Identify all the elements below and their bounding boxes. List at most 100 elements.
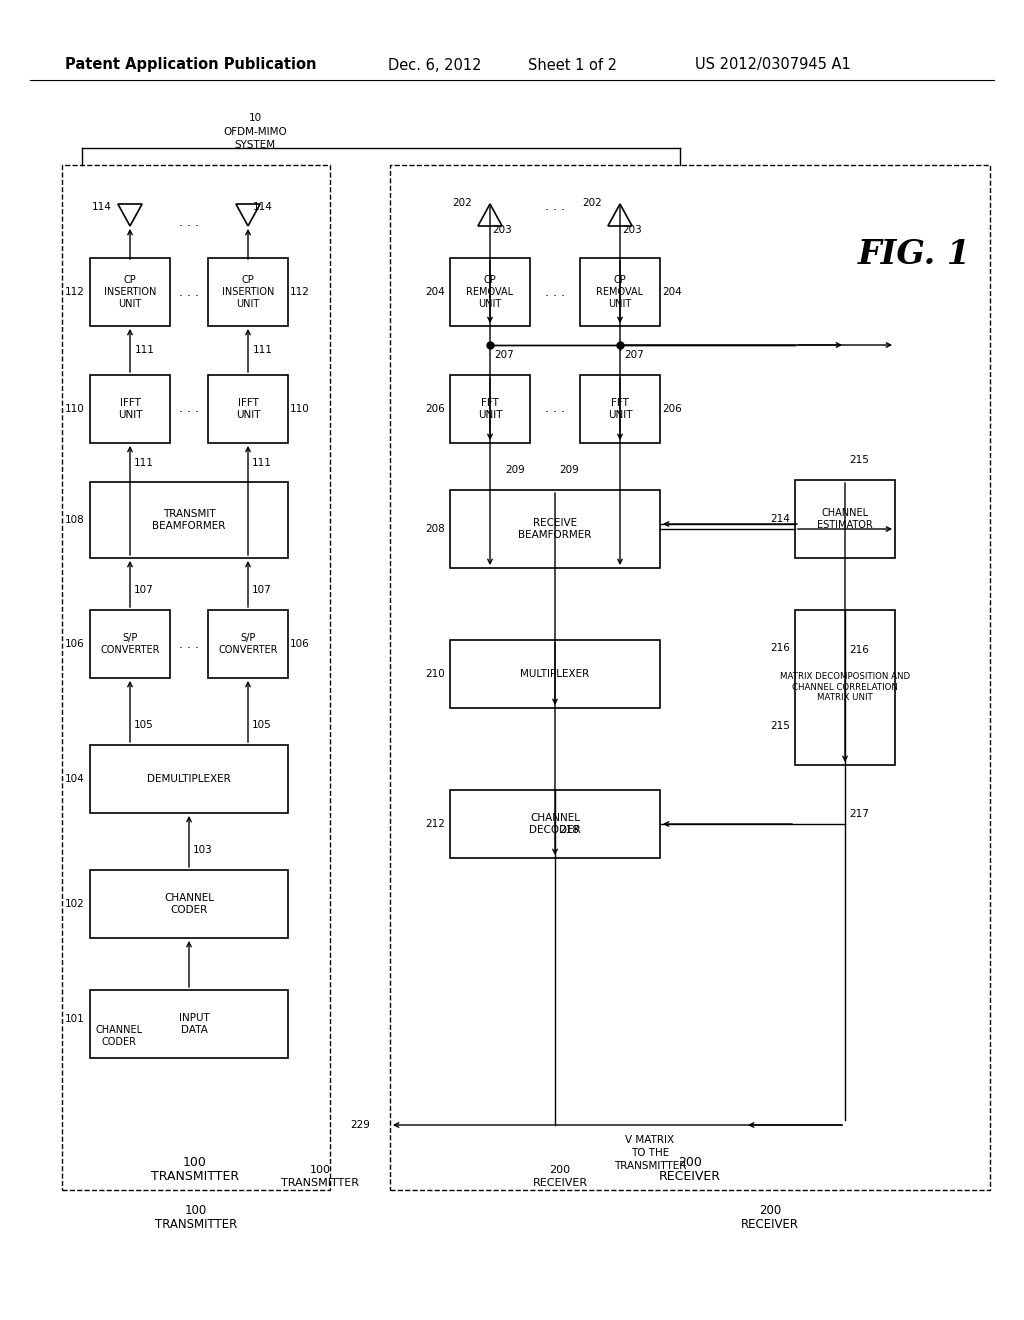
Text: 114: 114: [92, 202, 112, 213]
Text: MULTIPLEXER: MULTIPLEXER: [520, 669, 590, 678]
Bar: [450, 257, 530, 326]
Text: TRANSMITTER: TRANSMITTER: [151, 1171, 239, 1184]
Text: 200: 200: [678, 1155, 701, 1168]
Text: 200: 200: [550, 1166, 570, 1175]
Text: . . .: . . .: [179, 285, 199, 298]
Text: TRANSMITTER: TRANSMITTER: [155, 1218, 238, 1232]
Text: 105: 105: [134, 719, 154, 730]
Text: DEMULTIPLEXER: DEMULTIPLEXER: [147, 774, 230, 784]
Text: Patent Application Publication: Patent Application Publication: [65, 58, 316, 73]
Bar: [450, 640, 660, 708]
Text: 111: 111: [252, 458, 272, 469]
Text: . . .: . . .: [545, 201, 565, 214]
Bar: [580, 375, 660, 444]
Text: RECEIVER: RECEIVER: [659, 1171, 721, 1184]
Text: . . .: . . .: [179, 638, 199, 651]
Text: TRANSMITTER: TRANSMITTER: [613, 1162, 686, 1171]
Text: 204: 204: [425, 286, 445, 297]
Text: 202: 202: [452, 198, 472, 209]
Text: FFT
UNIT: FFT UNIT: [478, 399, 502, 420]
Text: 111: 111: [135, 345, 155, 355]
Text: 106: 106: [66, 639, 85, 649]
Bar: [208, 257, 288, 326]
Text: CHANNEL
CODER: CHANNEL CODER: [95, 1026, 142, 1047]
Text: 100: 100: [183, 1155, 207, 1168]
Text: 112: 112: [66, 286, 85, 297]
Text: 103: 103: [193, 845, 213, 855]
Text: 209: 209: [505, 465, 525, 475]
Text: 200: 200: [759, 1204, 781, 1217]
Text: 104: 104: [66, 774, 85, 784]
Text: CP
INSERTION
UNIT: CP INSERTION UNIT: [222, 276, 274, 309]
Text: 106: 106: [290, 639, 309, 649]
Bar: [450, 490, 660, 568]
Bar: [62, 165, 330, 1191]
Text: CHANNEL
CODER: CHANNEL CODER: [164, 894, 214, 915]
Bar: [90, 870, 288, 939]
Text: S/P
CONVERTER: S/P CONVERTER: [218, 634, 278, 655]
Text: . . .: . . .: [179, 216, 199, 230]
Text: 212: 212: [425, 818, 445, 829]
Text: 110: 110: [290, 404, 309, 414]
Text: 203: 203: [492, 224, 512, 235]
Text: 101: 101: [66, 1014, 85, 1024]
Text: 215: 215: [770, 721, 790, 731]
Text: FFT
UNIT: FFT UNIT: [608, 399, 632, 420]
Text: INPUT
DATA: INPUT DATA: [179, 1014, 210, 1035]
Bar: [795, 480, 895, 558]
Text: CP
REMOVAL
UNIT: CP REMOVAL UNIT: [467, 276, 514, 309]
Bar: [90, 610, 170, 678]
Bar: [90, 375, 170, 444]
Text: TO THE: TO THE: [631, 1148, 669, 1158]
Text: CP
REMOVAL
UNIT: CP REMOVAL UNIT: [596, 276, 643, 309]
Text: 206: 206: [662, 404, 682, 414]
Text: RECEIVER: RECEIVER: [532, 1177, 588, 1188]
Text: . . .: . . .: [545, 403, 565, 416]
Text: SYSTEM: SYSTEM: [234, 140, 275, 150]
Text: 210: 210: [425, 669, 445, 678]
Bar: [90, 482, 288, 558]
Text: . . .: . . .: [179, 403, 199, 416]
Text: TRANSMIT
BEAMFORMER: TRANSMIT BEAMFORMER: [153, 510, 225, 531]
Text: . . .: . . .: [545, 285, 565, 298]
Text: Sheet 1 of 2: Sheet 1 of 2: [528, 58, 617, 73]
Text: US 2012/0307945 A1: US 2012/0307945 A1: [695, 58, 851, 73]
Bar: [450, 789, 660, 858]
Text: 202: 202: [582, 198, 602, 209]
Text: FIG. 1: FIG. 1: [858, 239, 971, 272]
Text: 214: 214: [770, 513, 790, 524]
Bar: [90, 744, 288, 813]
Text: CHANNEL
DECODER: CHANNEL DECODER: [529, 813, 581, 834]
Text: OFDM-MIMO: OFDM-MIMO: [223, 127, 287, 137]
Text: 208: 208: [425, 524, 445, 535]
Bar: [390, 165, 990, 1191]
Text: 110: 110: [66, 404, 85, 414]
Text: MATRIX DECOMPOSITION AND
CHANNEL CORRELATION
MATRIX UNIT: MATRIX DECOMPOSITION AND CHANNEL CORRELA…: [780, 672, 910, 702]
Text: 229: 229: [350, 1119, 370, 1130]
Text: 209: 209: [559, 465, 579, 475]
Text: RECEIVE
BEAMFORMER: RECEIVE BEAMFORMER: [518, 519, 592, 540]
Bar: [580, 257, 660, 326]
Text: IFFT
UNIT: IFFT UNIT: [236, 399, 260, 420]
Text: TRANSMITTER: TRANSMITTER: [281, 1177, 359, 1188]
Text: 108: 108: [66, 515, 85, 525]
Text: S/P
CONVERTER: S/P CONVERTER: [100, 634, 160, 655]
Text: 216: 216: [770, 643, 790, 653]
Text: V MATRIX: V MATRIX: [626, 1135, 675, 1144]
Text: 112: 112: [290, 286, 310, 297]
Text: Dec. 6, 2012: Dec. 6, 2012: [388, 58, 481, 73]
Text: 207: 207: [624, 350, 644, 360]
Text: 100: 100: [309, 1166, 331, 1175]
Text: IFFT
UNIT: IFFT UNIT: [118, 399, 142, 420]
Text: 10: 10: [249, 114, 261, 123]
Text: CP
INSERTION
UNIT: CP INSERTION UNIT: [103, 276, 157, 309]
Text: 107: 107: [134, 585, 154, 595]
Text: 216: 216: [849, 645, 869, 655]
Bar: [90, 990, 288, 1059]
Text: CHANNEL
ESTIMATOR: CHANNEL ESTIMATOR: [817, 508, 872, 529]
Text: 206: 206: [425, 404, 445, 414]
Text: RECEIVER: RECEIVER: [741, 1218, 799, 1232]
Bar: [795, 610, 895, 766]
Text: 114: 114: [253, 202, 272, 213]
Bar: [450, 375, 530, 444]
